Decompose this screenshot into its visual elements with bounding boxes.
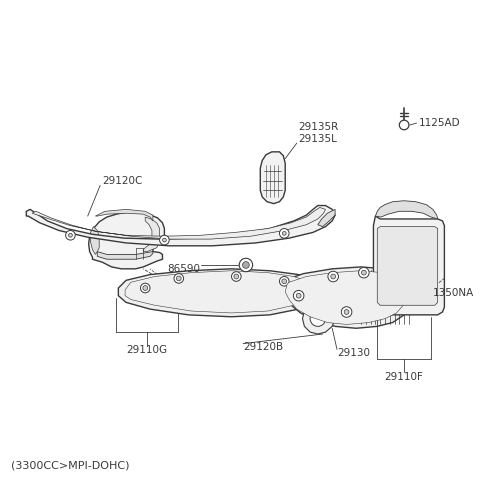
Polygon shape [144,217,160,252]
Circle shape [176,276,181,281]
Circle shape [239,258,252,272]
Circle shape [344,310,349,314]
Text: 1350NA: 1350NA [433,288,474,298]
Text: 29130: 29130 [337,348,370,358]
Polygon shape [302,302,335,334]
Polygon shape [373,216,444,315]
Polygon shape [283,267,414,328]
Circle shape [331,274,336,279]
Polygon shape [96,209,153,221]
Polygon shape [26,206,335,246]
Circle shape [231,272,241,281]
Circle shape [359,268,369,278]
Circle shape [387,290,392,295]
Circle shape [279,276,289,286]
Polygon shape [91,227,99,255]
Polygon shape [285,271,406,325]
Circle shape [141,283,150,293]
Polygon shape [119,269,325,317]
Circle shape [69,233,72,237]
Text: 29110F: 29110F [384,372,423,382]
Circle shape [308,289,312,294]
Circle shape [384,287,395,298]
Text: 29120B: 29120B [243,342,283,353]
Text: 29135R: 29135R [299,122,339,132]
Polygon shape [32,208,325,239]
Circle shape [305,287,315,297]
Circle shape [279,228,289,238]
Circle shape [282,279,287,284]
Polygon shape [97,252,153,259]
Text: 1350NA: 1350NA [176,288,217,298]
Polygon shape [375,201,438,219]
Circle shape [296,293,301,298]
Circle shape [160,235,169,245]
Text: 29120C: 29120C [102,176,143,185]
Circle shape [143,285,148,290]
Text: 1125AD: 1125AD [419,118,460,128]
Text: 29110G: 29110G [127,345,168,355]
Polygon shape [318,209,335,227]
Circle shape [174,274,183,283]
Text: 29135L: 29135L [299,134,337,144]
Circle shape [341,307,352,317]
Circle shape [242,262,249,269]
Circle shape [328,271,338,282]
Circle shape [293,290,304,301]
Text: (3300CC>MPI-DOHC): (3300CC>MPI-DOHC) [11,461,130,470]
Circle shape [66,230,75,240]
Circle shape [234,274,239,279]
Circle shape [163,238,166,242]
Circle shape [282,231,286,235]
Polygon shape [89,212,165,269]
Circle shape [361,270,366,275]
Polygon shape [260,152,285,204]
Circle shape [310,311,325,327]
Polygon shape [377,227,438,305]
Polygon shape [125,271,316,313]
Circle shape [399,120,409,130]
Text: 86590: 86590 [167,264,200,274]
